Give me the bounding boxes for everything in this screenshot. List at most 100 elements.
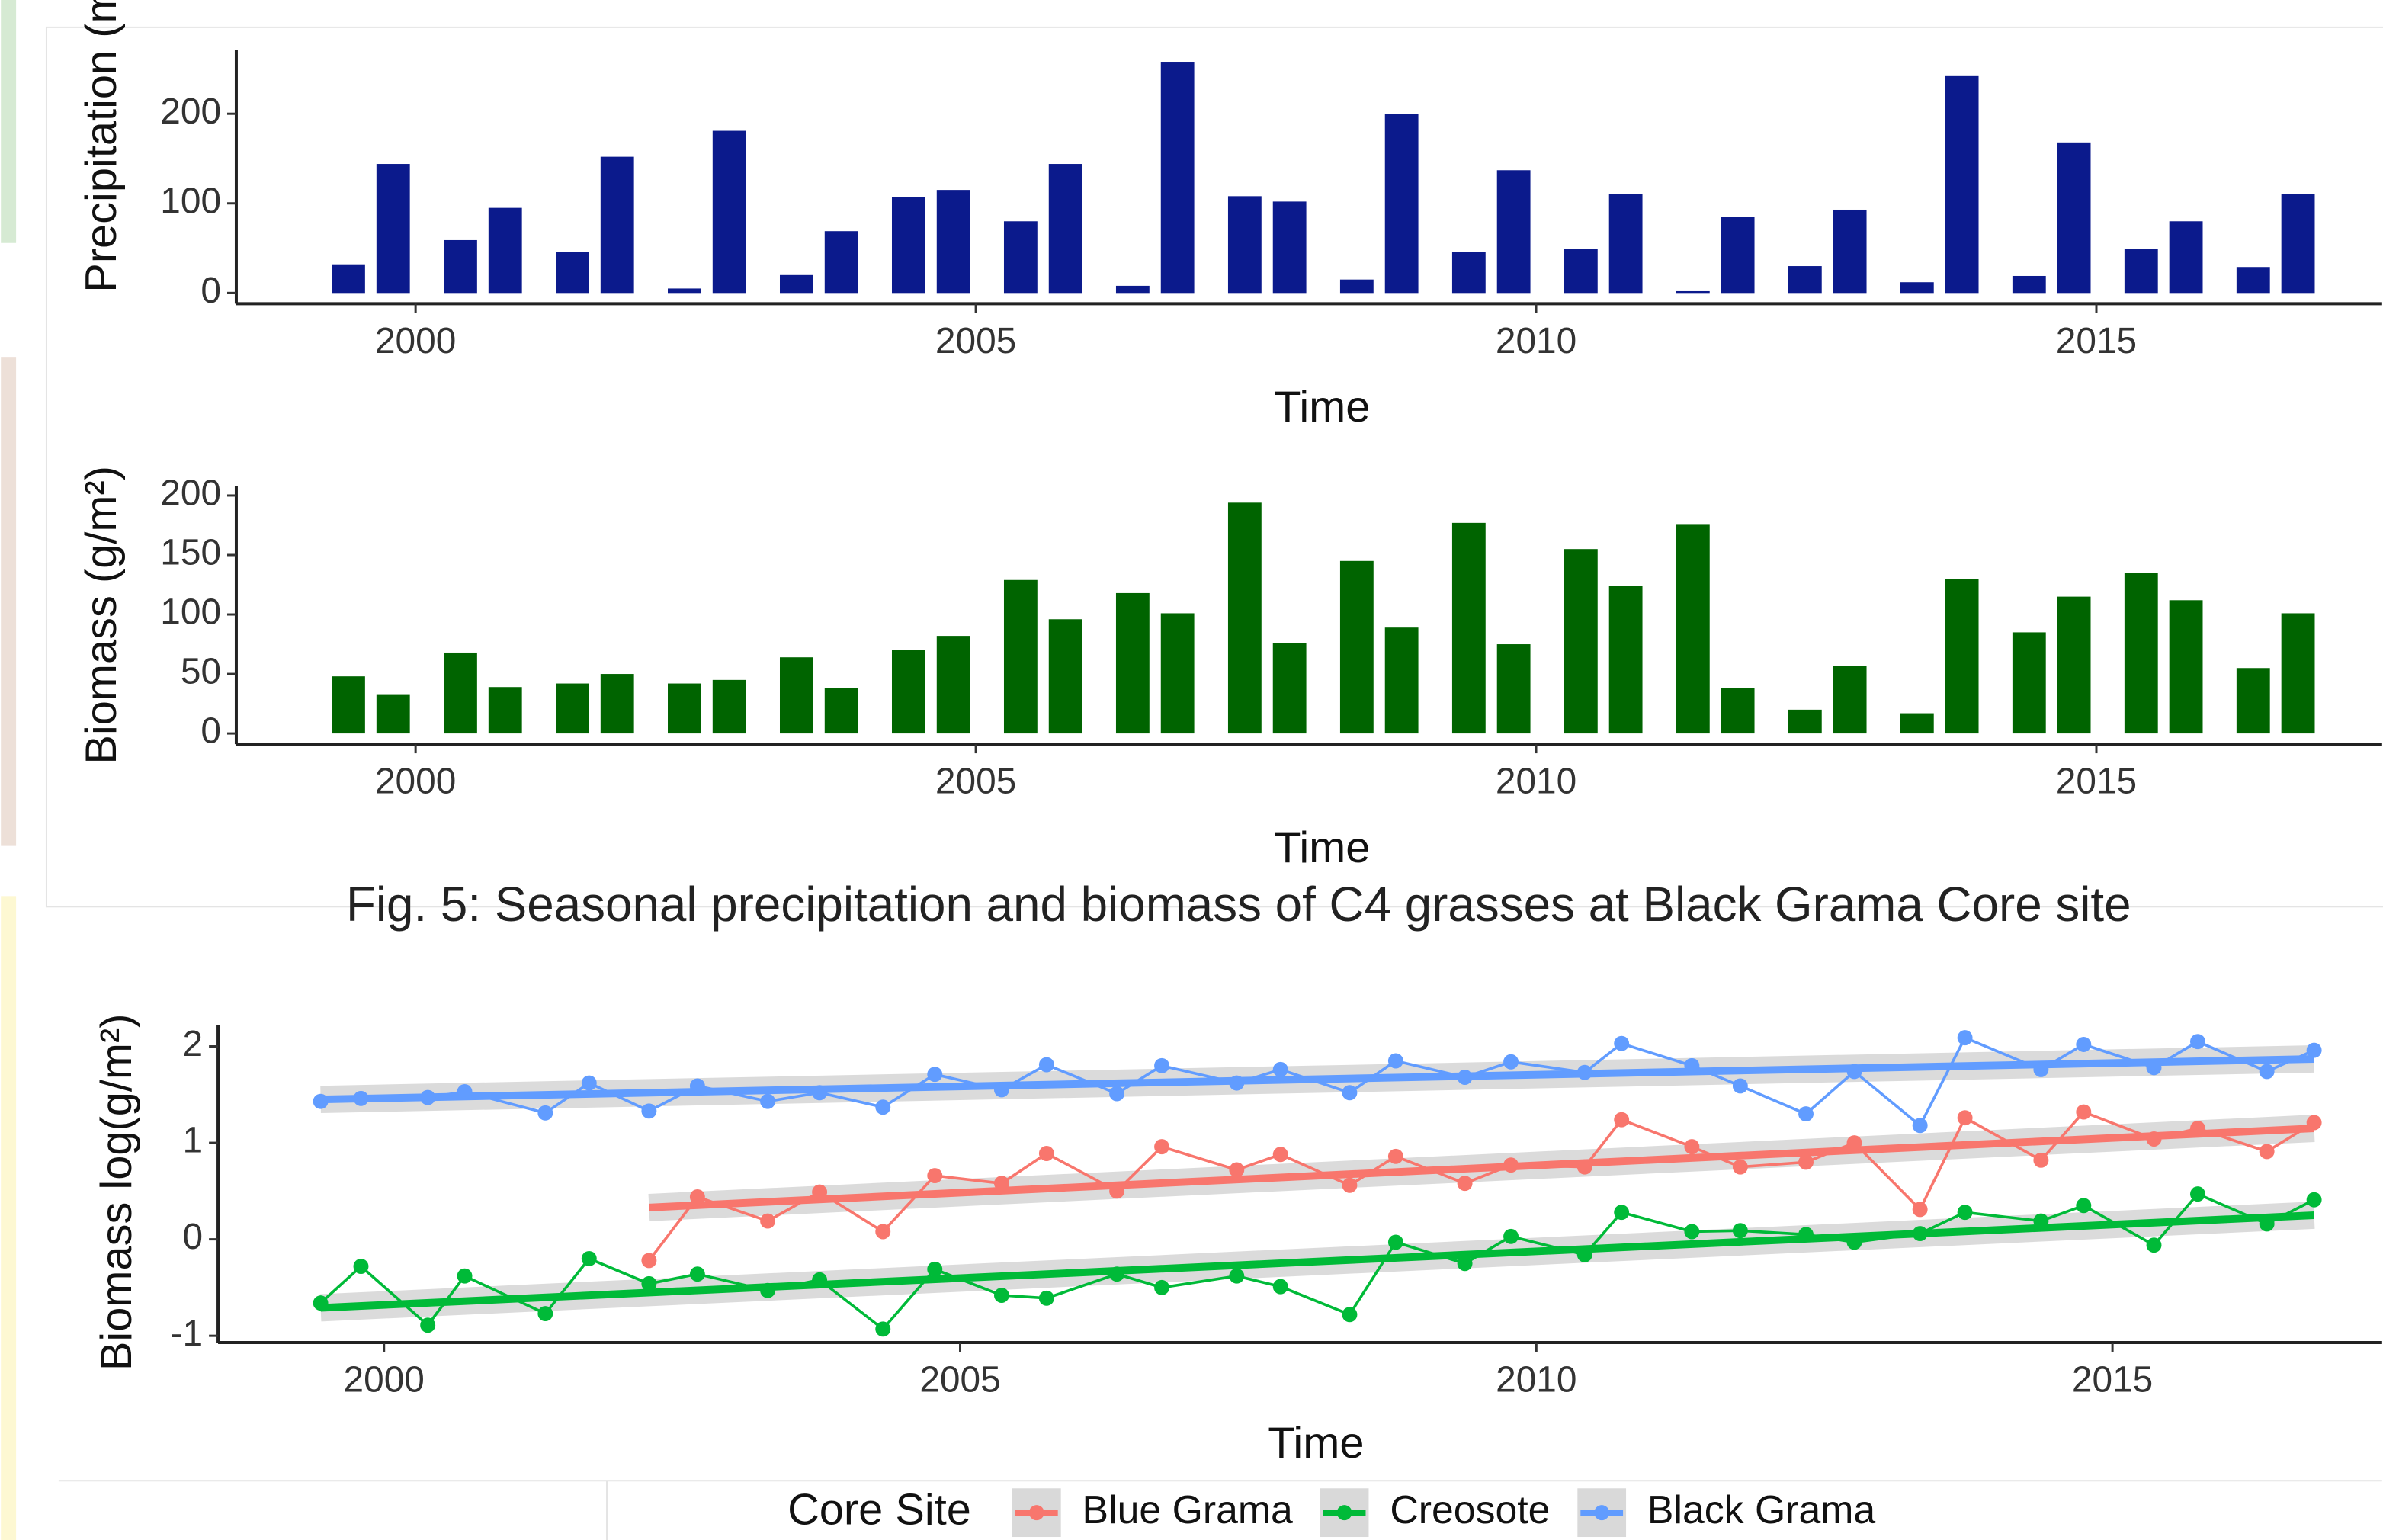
point <box>641 1103 657 1119</box>
bar <box>1945 75 1979 294</box>
point <box>2306 1192 2322 1208</box>
point <box>993 1082 1009 1098</box>
point <box>1342 1307 1358 1323</box>
bar <box>1227 196 1262 294</box>
x-tick-label: 2010 <box>1496 1359 1576 1400</box>
trend-line <box>320 1211 2314 1312</box>
legend-key-point <box>1028 1505 1044 1521</box>
point <box>1576 1159 1592 1175</box>
point <box>2306 1042 2322 1058</box>
bar <box>556 252 589 294</box>
bar <box>1833 666 1867 734</box>
trend-line <box>320 1054 2314 1104</box>
bar <box>332 264 365 294</box>
point <box>1229 1075 1245 1091</box>
point <box>2033 1213 2049 1229</box>
point <box>1109 1086 1125 1102</box>
point <box>581 1250 597 1266</box>
x-axis-title: Time <box>1268 1419 1364 1468</box>
x-tick-label: 2005 <box>919 1359 1000 1400</box>
y-tick-label: 1 <box>183 1121 204 1161</box>
x-tick-label: 2005 <box>935 762 1016 802</box>
bar <box>936 636 970 734</box>
y-tick-label: -1 <box>171 1314 204 1354</box>
point <box>760 1213 776 1229</box>
point <box>927 1168 943 1184</box>
point <box>1038 1146 1054 1161</box>
bar <box>824 231 858 294</box>
point <box>1229 1162 1245 1178</box>
point <box>353 1090 369 1106</box>
bar <box>1676 524 1710 734</box>
point <box>1038 1057 1054 1073</box>
point <box>1846 1064 1862 1080</box>
bar <box>2124 573 2158 734</box>
point <box>1957 1030 1973 1046</box>
legend-title: Core Site <box>787 1485 971 1534</box>
bar <box>2012 275 2046 294</box>
bar <box>1564 549 1598 734</box>
bar <box>488 687 522 734</box>
bar <box>488 207 522 294</box>
point <box>875 1099 891 1115</box>
point <box>875 1224 891 1240</box>
legend-label: Black Grama <box>1647 1487 1875 1532</box>
legend-label: Blue Grama <box>1082 1487 1293 1532</box>
point <box>1503 1228 1519 1244</box>
point <box>1846 1234 1862 1250</box>
point <box>812 1184 828 1200</box>
y-axis-title: Biomass log(g/m²) <box>92 1013 141 1371</box>
point <box>2190 1121 2205 1137</box>
series-line <box>319 1192 2315 1331</box>
x-tick-label: 2000 <box>344 1359 425 1400</box>
point <box>1503 1157 1519 1173</box>
bar <box>1384 114 1419 294</box>
point <box>993 1288 1009 1303</box>
y-tick-label: 100 <box>160 181 221 221</box>
legend-key-point <box>1594 1505 1610 1521</box>
point <box>1038 1290 1054 1306</box>
legend-key-point <box>1336 1505 1352 1521</box>
bar <box>779 657 813 734</box>
point <box>1503 1054 1519 1070</box>
point <box>1614 1112 1630 1128</box>
bar <box>668 683 701 734</box>
point <box>2076 1037 2092 1052</box>
point <box>1957 1205 1973 1221</box>
point <box>2190 1186 2205 1202</box>
y-tick-label: 100 <box>160 592 221 633</box>
x-axis-title: Time <box>1274 383 1370 432</box>
point <box>689 1266 705 1282</box>
bar <box>712 679 746 734</box>
point <box>1798 1227 1814 1243</box>
x-tick-label: 2005 <box>935 321 1016 361</box>
y-tick-label: 2 <box>183 1024 204 1064</box>
bar <box>1945 579 1979 734</box>
point <box>1576 1064 1592 1080</box>
point <box>1912 1118 1928 1134</box>
point <box>2076 1198 2092 1214</box>
point <box>875 1321 891 1337</box>
bar <box>1788 266 1822 294</box>
bar <box>1676 290 1710 294</box>
x-tick-label: 2000 <box>375 321 456 361</box>
side-panel <box>1 0 17 243</box>
bar <box>1900 713 1934 734</box>
bar <box>1451 522 1486 734</box>
point <box>1109 1183 1125 1199</box>
legend-label: Creosote <box>1390 1487 1550 1532</box>
point <box>1912 1226 1928 1241</box>
bar <box>600 156 634 294</box>
point <box>812 1085 828 1101</box>
bar <box>1384 627 1419 734</box>
point <box>993 1176 1009 1192</box>
point <box>1387 1234 1403 1250</box>
point <box>1732 1159 1748 1175</box>
bar <box>1721 217 1755 294</box>
point <box>1684 1224 1700 1240</box>
x-tick-label: 2015 <box>2072 1359 2153 1400</box>
bar <box>1339 560 1374 734</box>
point <box>1457 1256 1473 1272</box>
bar <box>444 239 477 294</box>
